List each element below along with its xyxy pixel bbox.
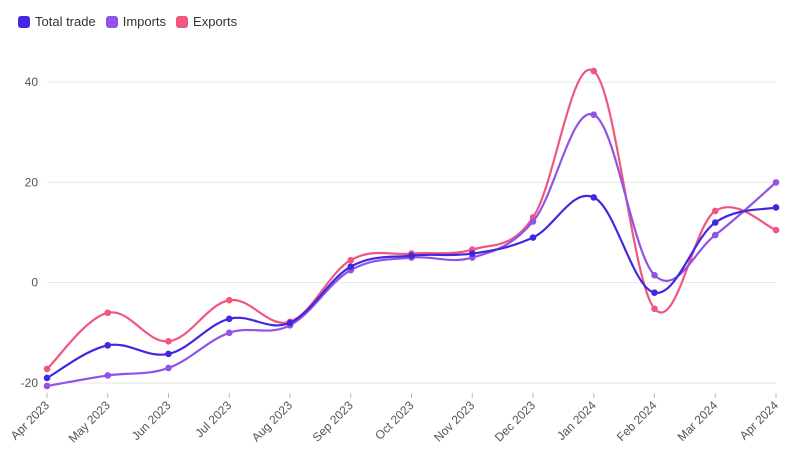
- data-point-imports[interactable]: [711, 231, 719, 239]
- legend-label-total-trade: Total trade: [35, 14, 96, 29]
- data-point-imports[interactable]: [772, 179, 780, 186]
- data-point-exports[interactable]: [651, 305, 658, 313]
- x-tick-label: Aug 2023: [249, 398, 295, 444]
- data-point-total-trade[interactable]: [711, 219, 719, 226]
- data-point-exports[interactable]: [711, 207, 719, 215]
- x-tick-label: Apr 2024: [737, 398, 782, 443]
- data-point-imports[interactable]: [651, 271, 658, 279]
- data-point-exports[interactable]: [43, 365, 51, 373]
- series-line-imports: [46, 113, 777, 388]
- legend-item-exports[interactable]: Exports: [176, 14, 237, 29]
- x-tick-label: Jun 2023: [129, 398, 174, 443]
- data-point-exports[interactable]: [165, 338, 172, 345]
- data-point-total-trade[interactable]: [408, 252, 415, 259]
- x-axis: Apr 2023 May 2023 Jun 2023 Jul 2023 Aug 2023…: [8, 393, 782, 445]
- data-point-exports[interactable]: [104, 309, 112, 317]
- data-point-imports[interactable]: [225, 329, 233, 337]
- data-point-total-trade[interactable]: [165, 350, 172, 358]
- x-tick-label: Oct 2023: [372, 398, 417, 443]
- data-point-imports[interactable]: [165, 364, 172, 372]
- data-point-imports[interactable]: [529, 218, 537, 225]
- data-point-total-trade[interactable]: [225, 315, 233, 323]
- x-tick-label: Nov 2023: [431, 398, 477, 444]
- y-axis: -20 0 20 40: [21, 75, 39, 390]
- data-point-exports[interactable]: [772, 226, 780, 234]
- x-tick-label: Dec 2023: [492, 398, 538, 444]
- legend-item-imports[interactable]: Imports: [105, 14, 167, 29]
- data-point-exports[interactable]: [347, 256, 355, 264]
- data-point-imports[interactable]: [590, 111, 598, 118]
- series-line-total-trade: [46, 194, 777, 379]
- data-point-total-trade[interactable]: [468, 250, 476, 257]
- data-point-total-trade[interactable]: [590, 194, 598, 201]
- x-tick-label: Mar 2024: [675, 398, 721, 444]
- data-point-exports[interactable]: [590, 67, 598, 75]
- legend-item-total-trade[interactable]: Total trade: [18, 14, 96, 29]
- x-tick-label: Jan 2024: [554, 398, 599, 443]
- x-tick-label: Feb 2024: [614, 398, 660, 444]
- series-group: [43, 67, 780, 390]
- y-tick-label: 20: [25, 175, 39, 189]
- data-point-total-trade[interactable]: [104, 342, 112, 349]
- legend-swatch-imports: [105, 15, 118, 28]
- data-point-total-trade[interactable]: [651, 289, 658, 297]
- data-point-exports[interactable]: [225, 296, 233, 304]
- y-tick-label: 40: [25, 75, 39, 89]
- data-point-total-trade[interactable]: [772, 204, 780, 211]
- legend-swatch-total-trade: [18, 15, 30, 28]
- legend-swatch-exports: [176, 15, 189, 28]
- y-tick-label: -20: [21, 376, 39, 390]
- data-point-total-trade[interactable]: [529, 234, 537, 241]
- x-tick-label: Jul 2023: [192, 398, 234, 440]
- legend-label-imports: Imports: [122, 14, 167, 29]
- data-point-imports[interactable]: [104, 372, 112, 379]
- chart-legend: Total trade Imports Exports: [18, 14, 237, 29]
- series-line-exports: [46, 68, 777, 370]
- x-tick-label: Apr 2023: [8, 398, 53, 443]
- grid-lines: [47, 81, 776, 384]
- data-point-total-trade[interactable]: [43, 374, 51, 382]
- legend-label-exports: Exports: [193, 14, 238, 29]
- x-tick-label: Sep 2023: [310, 398, 356, 444]
- data-point-total-trade[interactable]: [286, 319, 294, 327]
- y-tick-label: 0: [31, 276, 38, 290]
- x-tick-label: May 2023: [66, 398, 113, 445]
- data-point-total-trade[interactable]: [347, 263, 355, 270]
- data-point-imports[interactable]: [43, 382, 51, 390]
